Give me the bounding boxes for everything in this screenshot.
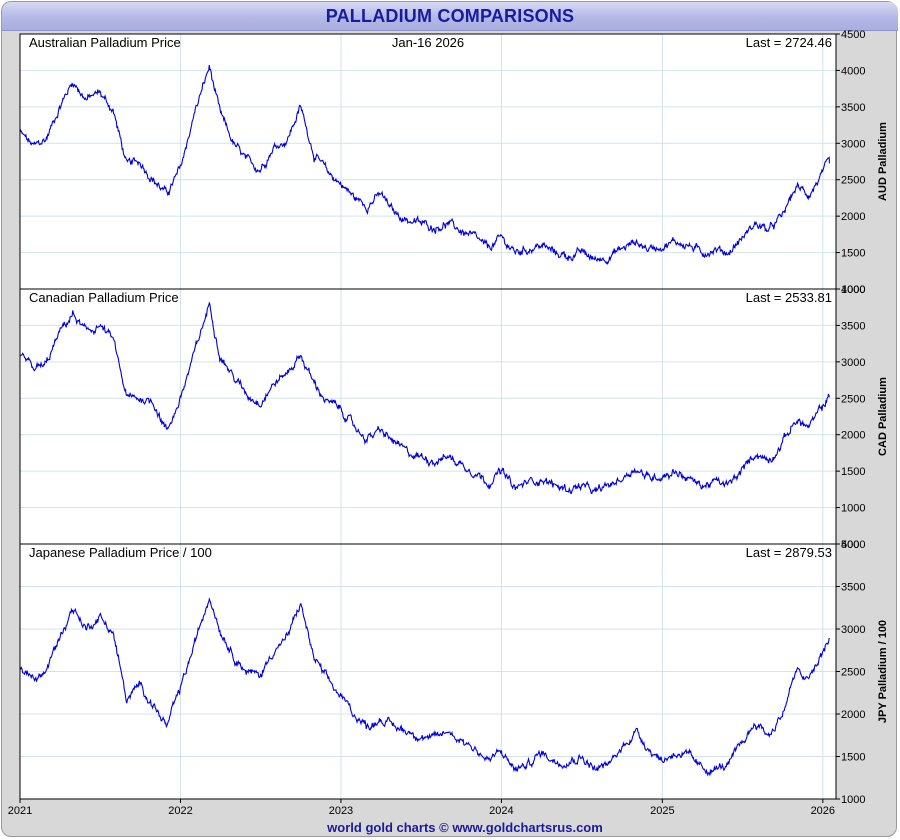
y-tick-label: 3000 bbox=[841, 624, 865, 636]
x-tick-label: 2022 bbox=[168, 805, 192, 817]
price-line bbox=[19, 301, 830, 495]
y-tick-label: 3500 bbox=[841, 320, 865, 332]
last-value-label: Last = 2879.53 bbox=[746, 545, 832, 560]
panel-background bbox=[20, 289, 836, 544]
y-tick-label: 3500 bbox=[841, 102, 865, 114]
panel-border bbox=[19, 543, 837, 800]
y-tick-label: 4000 bbox=[841, 65, 865, 77]
y-tick-label: 1500 bbox=[841, 248, 865, 260]
y-tick-label: 1000 bbox=[841, 284, 865, 296]
x-tick-label: 2025 bbox=[650, 805, 674, 817]
y-tick-label: 3000 bbox=[841, 138, 865, 150]
y-tick-label: 2000 bbox=[841, 709, 865, 721]
title-bar: PALLADIUM COMPARISONS bbox=[2, 2, 898, 31]
y-tick-label: 2000 bbox=[841, 211, 865, 223]
y-tick-label: 1000 bbox=[841, 503, 865, 515]
y-tick-label: 1500 bbox=[841, 752, 865, 764]
y-tick-label: 1500 bbox=[841, 466, 865, 478]
y-axis-title: AUD Palladium bbox=[877, 122, 889, 201]
date-label: Jan-16 2026 bbox=[392, 35, 464, 50]
y-tick-label: 2500 bbox=[841, 393, 865, 405]
x-tick-label: 2026 bbox=[811, 805, 835, 817]
y-tick-label: 2000 bbox=[841, 430, 865, 442]
x-tick-label: 2021 bbox=[8, 805, 32, 817]
y-tick-label: 4000 bbox=[841, 284, 865, 296]
y-tick-label: 500 bbox=[841, 539, 859, 551]
footer-credit: world gold charts © www.goldchartsrus.co… bbox=[327, 820, 603, 835]
y-tick-label: 4500 bbox=[841, 29, 865, 41]
y-tick-label: 2500 bbox=[841, 667, 865, 679]
y-tick-label: 3500 bbox=[841, 582, 865, 594]
y-tick-label: 4000 bbox=[841, 539, 865, 551]
last-value-label: Last = 2724.46 bbox=[746, 35, 832, 50]
y-tick-label: 2500 bbox=[841, 175, 865, 187]
panel-label: Australian Palladium Price bbox=[29, 35, 181, 50]
last-value-label: Last = 2533.81 bbox=[746, 290, 832, 305]
y-tick-label: 1000 bbox=[841, 794, 865, 806]
x-tick-label: 2024 bbox=[489, 805, 513, 817]
y-tick-label: 3000 bbox=[841, 357, 865, 369]
price-line bbox=[19, 65, 830, 265]
x-tick-label: 2023 bbox=[329, 805, 353, 817]
panel-background bbox=[20, 34, 836, 289]
price-line bbox=[19, 597, 830, 777]
y-axis-title: CAD Palladium bbox=[877, 377, 889, 456]
y-axis-title: JPY Palladium / 100 bbox=[877, 620, 889, 723]
panel-label: Canadian Palladium Price bbox=[29, 290, 179, 305]
page-title: PALLADIUM COMPARISONS bbox=[325, 6, 575, 26]
panel-label: Japanese Palladium Price / 100 bbox=[29, 545, 212, 560]
